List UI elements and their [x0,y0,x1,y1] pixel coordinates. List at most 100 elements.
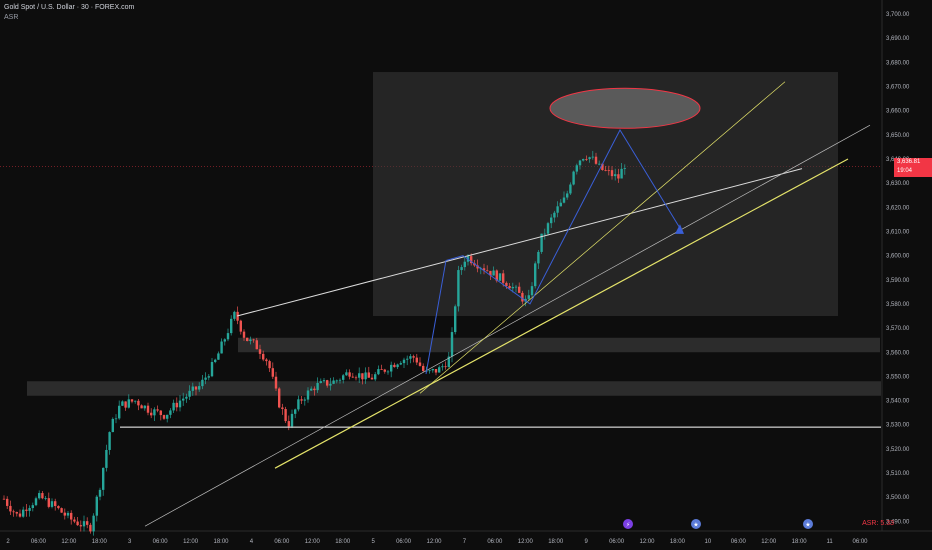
y-tick-label: 3,490.00 [886,519,910,525]
x-tick-label: 06:00 [609,539,625,545]
x-tick-label: 12:00 [426,539,442,545]
candle-body [249,339,252,342]
x-tick-label: 9 [584,539,588,545]
lightning-icon-glyph: ⚡ [626,522,630,529]
candle-body [89,524,92,532]
candle-body [396,364,399,368]
candle-body [25,509,28,511]
candle-body [546,223,550,234]
candle-body [585,159,588,160]
candle-body [562,197,566,203]
candle-body [169,410,172,415]
candle-body [223,339,226,342]
candle-body [114,418,118,420]
candle-body [182,398,185,401]
candle-body [146,405,150,413]
candle-body [194,386,198,390]
candle-body [178,400,182,408]
x-tick-label: 06:00 [487,539,503,545]
candle-body [98,489,102,497]
candle-body [191,386,194,391]
candle-body [447,356,450,368]
y-tick-label: 3,570.00 [886,326,910,332]
candle-body [166,414,169,419]
candle-body [111,418,114,433]
y-tick-label: 3,690.00 [886,36,910,42]
candle-body [614,174,617,177]
lightning-icon [623,519,633,529]
x-tick-label: 18:00 [670,539,686,545]
candle-body [428,370,431,372]
candle-body [153,409,156,416]
candle-body [300,399,303,401]
candle-body [105,449,108,468]
candle-body [338,379,342,381]
x-tick-label: 18:00 [213,539,229,545]
x-tick-label: 12:00 [761,539,777,545]
y-tick-label: 3,670.00 [886,85,910,91]
x-tick-label: 18:00 [92,539,108,545]
candle-body [143,405,146,409]
candle-body [258,349,262,354]
candle-body [290,413,294,427]
candle-body [162,415,166,419]
y-tick-label: 3,530.00 [886,423,910,429]
candle-body [623,168,626,169]
us-flag-icon-glyph: ★ [805,522,810,529]
candle-body [306,390,310,400]
candle-body [63,512,66,516]
y-tick-label: 3,510.00 [886,471,910,477]
bar-countdown: 19:04 [897,167,913,174]
candle-body [271,368,274,377]
candle-body [2,498,6,500]
candle-body [297,399,300,410]
candle-body [399,363,402,365]
candle-body [617,174,620,179]
candle-body [127,399,130,408]
candle-body [348,372,351,377]
candle-body [124,401,127,408]
candle-body [482,268,486,271]
candle-body [370,377,374,380]
candle-body [102,467,105,490]
candle-body [242,331,246,338]
candle-body [537,251,540,264]
thin-trend-line [144,124,871,527]
y-tick-label: 3,500.00 [886,495,910,501]
candle-body [159,410,162,416]
y-tick-label: 3,590.00 [886,278,910,284]
symbol-title: Gold Spot / U.S. Dollar · 30 · FOREX.com [4,4,135,11]
candle-body [367,372,370,378]
candle-body [50,501,54,507]
asr-readout: ASR: 5.33 [862,520,894,527]
x-tick-label: 18:00 [792,539,808,545]
candle-body [284,409,287,422]
x-tick-label: 18:00 [548,539,564,545]
candle-body [60,508,63,513]
y-tick-label: 3,610.00 [886,229,910,235]
candle-body [79,525,82,527]
candle-body [28,508,31,511]
target-ellipse [549,87,701,129]
x-tick-label: 12:00 [518,539,534,545]
candle-body [86,521,89,525]
y-tick-label: 3,540.00 [886,399,910,405]
candle-body [361,373,364,380]
candle-body [204,377,207,380]
x-tick-label: 06:00 [274,539,290,545]
candle-body [527,295,530,299]
candle-body [210,362,214,377]
candle-body [418,362,422,366]
candle-body [380,369,383,370]
x-tick-label: 06:00 [396,539,412,545]
candle-body [188,390,191,397]
candle-body [313,388,316,391]
candle-body [95,496,98,516]
x-tick-label: 5 [371,539,375,545]
candle-body [134,400,137,402]
candle-body [246,337,249,342]
candle-body [476,265,479,269]
candle-body [332,380,335,384]
candle-body [287,421,290,427]
